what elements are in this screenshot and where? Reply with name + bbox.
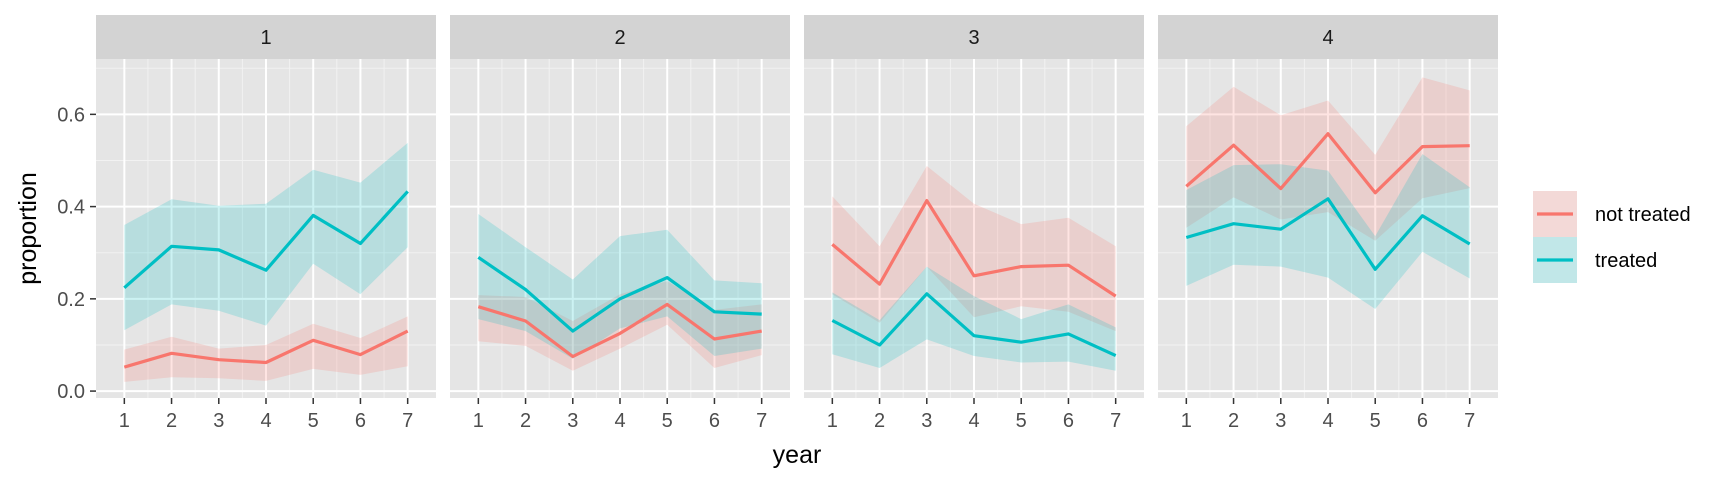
x-tick-label: 6 — [1417, 410, 1428, 432]
y-tick-label: 0.4 — [57, 197, 85, 219]
facet-strip-label: 4 — [1322, 27, 1333, 49]
x-tick-label: 3 — [567, 410, 578, 432]
x-tick-label: 3 — [921, 410, 932, 432]
legend-label: not treated — [1595, 204, 1691, 226]
x-tick-label: 6 — [709, 410, 720, 432]
x-tick-label: 2 — [874, 410, 885, 432]
x-tick-label: 6 — [355, 410, 366, 432]
facet-strip-label: 2 — [614, 27, 625, 49]
x-tick-label: 2 — [520, 410, 531, 432]
x-tick-label: 4 — [968, 410, 979, 432]
facet-panel-2: 2 1 2 3 4 5 6 7 — [450, 15, 790, 432]
x-tick-label: 7 — [756, 410, 767, 432]
legend: not treated treated — [1533, 191, 1691, 283]
y-tick-label: 0.2 — [57, 289, 85, 311]
x-tick-label: 3 — [1275, 410, 1286, 432]
x-tick-label: 4 — [614, 410, 625, 432]
y-tick-label: 0.0 — [57, 381, 85, 403]
x-tick-label: 1 — [119, 410, 130, 432]
y-tick-label: 0.6 — [57, 104, 85, 126]
x-tick-label: 1 — [473, 410, 484, 432]
x-tick-label: 5 — [308, 410, 319, 432]
x-axis-title: year — [773, 441, 822, 469]
x-tick-label: 5 — [662, 410, 673, 432]
x-tick-label: 2 — [1228, 410, 1239, 432]
facet-panel-4: 4 1 2 3 4 5 6 7 — [1158, 15, 1498, 432]
facet-strip-label: 1 — [260, 27, 271, 49]
x-tick-label: 7 — [1110, 410, 1121, 432]
x-tick-label: 7 — [1464, 410, 1475, 432]
x-tick-label: 2 — [166, 410, 177, 432]
x-tick-label: 4 — [260, 410, 271, 432]
y-axis: 0.0 0.2 0.4 0.6 — [57, 104, 96, 403]
x-tick-label: 6 — [1063, 410, 1074, 432]
x-tick-label: 1 — [827, 410, 838, 432]
x-tick-label: 1 — [1181, 410, 1192, 432]
facet-strip-label: 3 — [968, 27, 979, 49]
x-tick-label: 5 — [1016, 410, 1027, 432]
facet-panel-3: 3 1 2 3 4 5 6 7 — [804, 15, 1144, 432]
facet-panel-1: 1 1 2 3 4 5 6 7 — [96, 15, 436, 432]
y-axis-title: proportion — [14, 172, 42, 285]
x-tick-label: 7 — [402, 410, 413, 432]
x-tick-label: 4 — [1322, 410, 1333, 432]
x-tick-label: 3 — [213, 410, 224, 432]
legend-label: treated — [1595, 250, 1657, 272]
x-tick-label: 5 — [1370, 410, 1381, 432]
